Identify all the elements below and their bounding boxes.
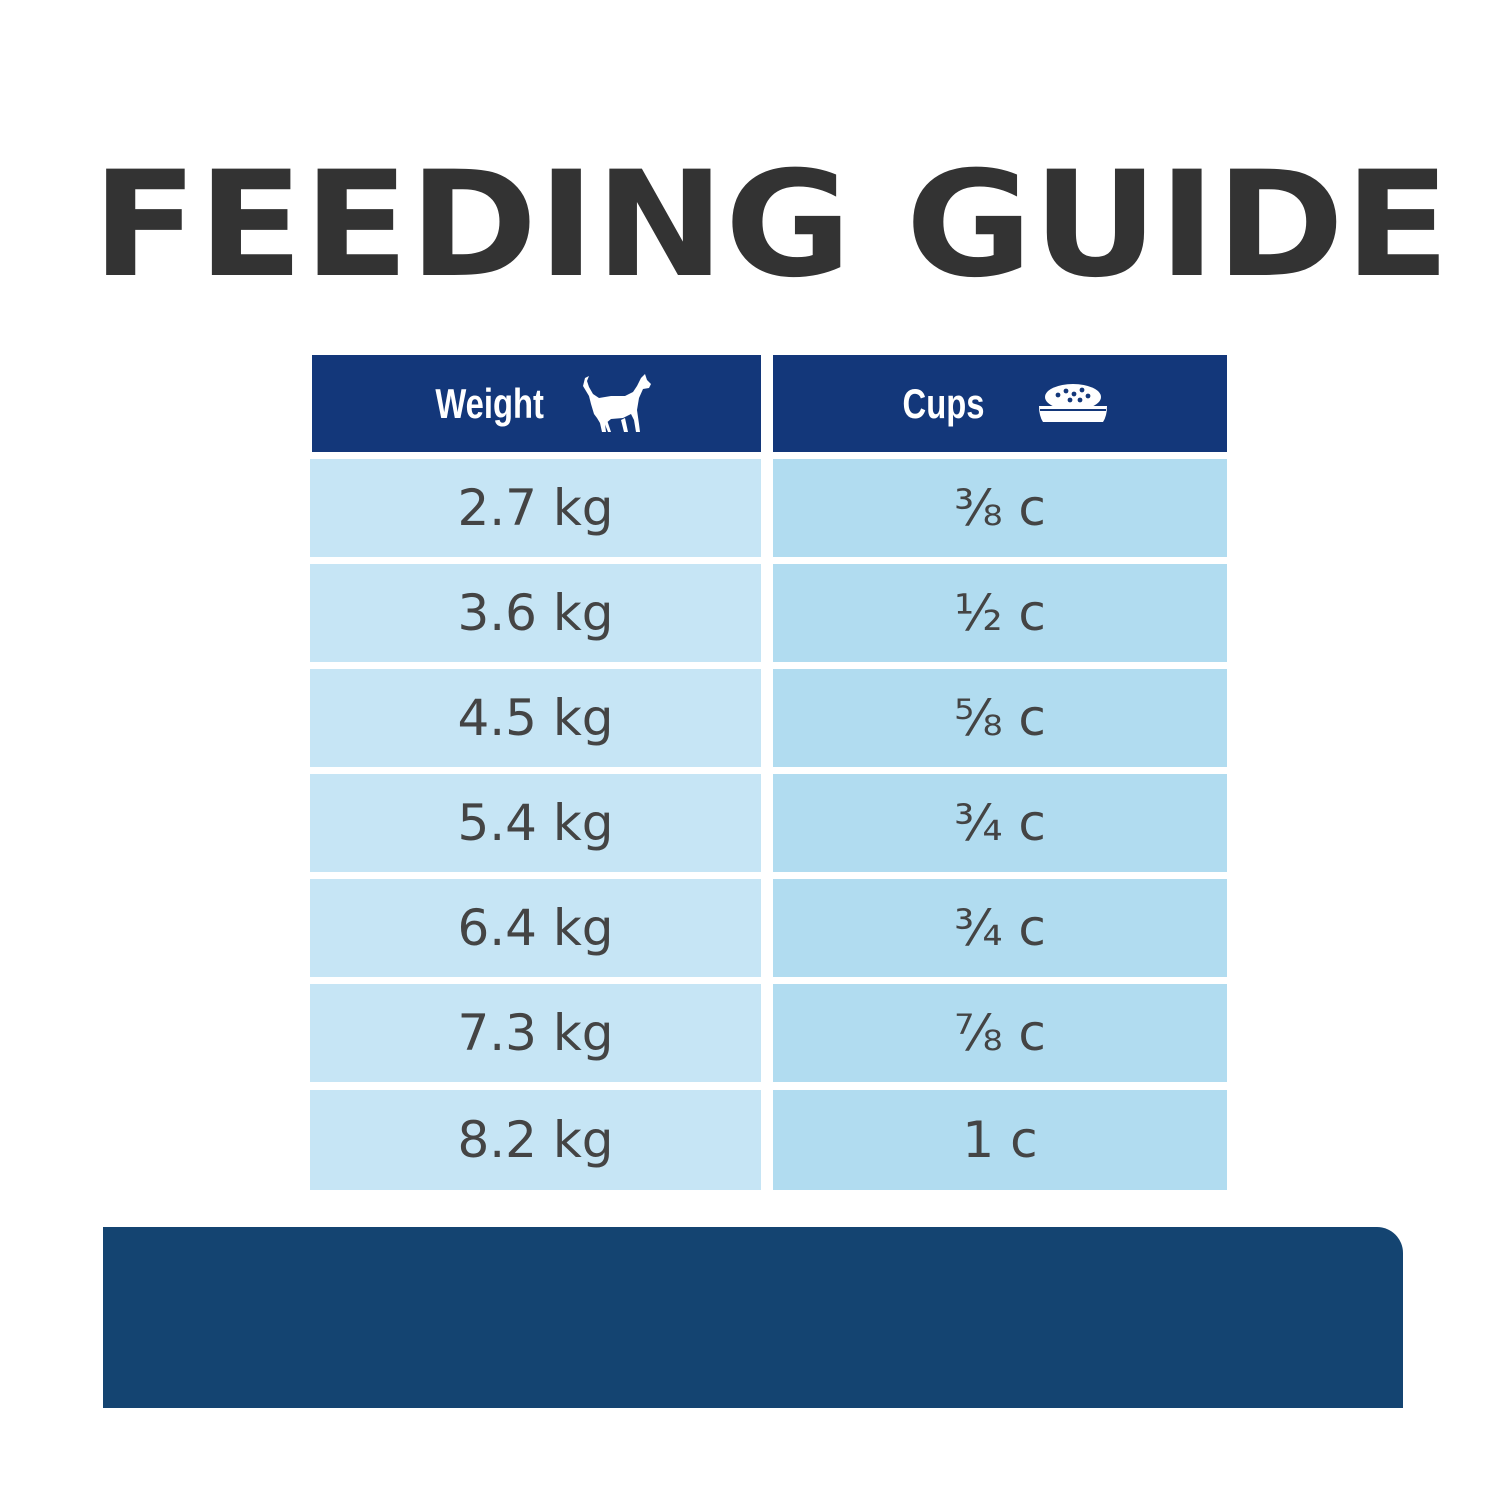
page-title: FEEDING GUIDE [91, 140, 1451, 310]
cups-cell: 1 c [773, 1090, 1227, 1190]
cups-cell: ¾ c [773, 774, 1227, 872]
cups-cell: ⅞ c [773, 984, 1227, 1082]
weight-cell: 2.7 kg [310, 459, 761, 557]
cups-cell: ½ c [773, 564, 1227, 662]
weight-header: Weight [312, 355, 761, 452]
weight-cell: 4.5 kg [310, 669, 761, 767]
cups-cell: ¾ c [773, 879, 1227, 977]
cups-cell: ⅝ c [773, 669, 1227, 767]
feeding-table: Weight Cups 2.7 [310, 355, 1227, 1190]
cups-header: Cups [773, 355, 1227, 452]
weight-header-label: Weight [435, 379, 544, 427]
bottom-band [103, 1227, 1403, 1408]
weight-cell: 6.4 kg [310, 879, 761, 977]
weight-cell: 7.3 kg [310, 984, 761, 1082]
cups-cell: ⅜ c [773, 459, 1227, 557]
weight-cell: 8.2 kg [310, 1090, 761, 1190]
food-bowl-icon [1036, 380, 1110, 428]
weight-cell: 5.4 kg [310, 774, 761, 872]
cups-header-label: Cups [902, 379, 984, 427]
weight-cell: 3.6 kg [310, 564, 761, 662]
cat-icon [581, 373, 653, 434]
